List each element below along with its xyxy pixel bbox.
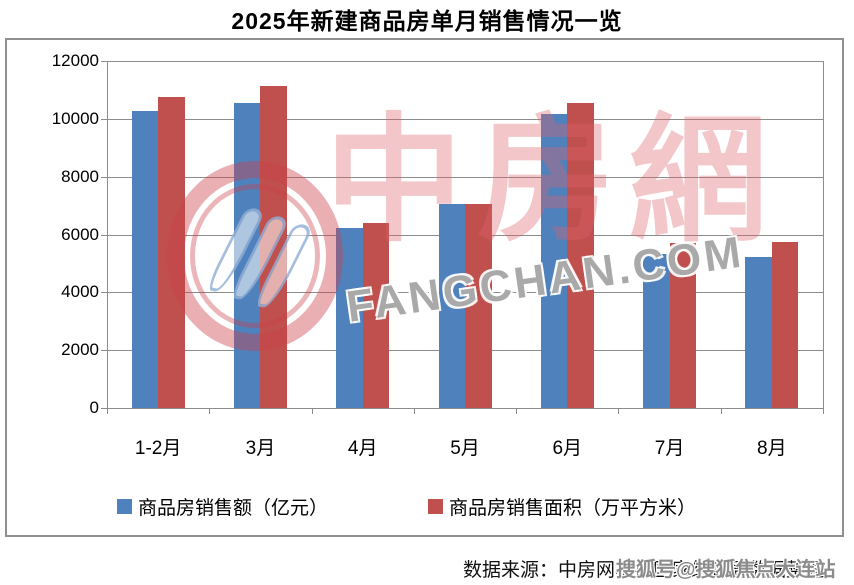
plot-right-border [823,61,824,408]
x-axis-label-5月: 5月 [450,438,480,459]
bar-value-7月 [643,254,670,408]
data-source-text: 数据来源：中房网根据国家统计局数据整理 [463,560,825,581]
x-tick-3 [413,408,415,414]
bar-value-3月 [233,103,261,408]
legend-label-sales-value: 商品房销售额（亿元） [138,498,329,519]
y-tick-2000 [101,350,107,352]
bar-value-5月 [438,203,465,408]
x-tick-0 [107,408,108,414]
x-axis-label-6月: 6月 [552,438,583,459]
x-axis-label-4月: 4月 [347,438,378,459]
bar-area-3月 [260,86,287,408]
legend-item-sales-area: 商品房销售面积（万平方米） [428,493,696,520]
y-tick-0 [101,408,107,409]
y-tick-12000 [101,61,107,62]
gridline-8000 [107,176,823,178]
bar-area-8月 [771,241,799,408]
x-tick-7 [823,408,824,414]
gridline-0 [107,408,823,409]
bar-value-6月 [540,114,568,408]
bar-area-1-2月 [158,97,185,408]
bar-area-6月 [567,103,594,408]
bar-area-5月 [465,204,492,408]
bar-value-8月 [745,256,772,408]
x-axis-label-8月: 8月 [757,438,787,459]
sohu-watermark-text: 搜狐号@搜狐焦点大连站 [616,559,836,581]
y-axis-label-0: 0 [89,398,99,417]
gridline-12000 [107,61,823,62]
x-tick-4 [516,408,518,414]
y-tick-8000 [101,176,107,178]
y-tick-6000 [101,234,107,236]
bar-area-4月 [362,223,390,408]
legend-label-sales-area: 商品房销售面积（万平方米） [449,498,697,519]
legend-swatch-red-icon [428,499,443,514]
y-axis-line [107,61,108,408]
x-tick-1 [209,408,211,414]
x-tick-2 [311,408,313,414]
x-axis-label-1-2月: 1-2月 [134,438,182,459]
chart-title: 2025年新建商品房单月销售情况一览 [231,8,623,34]
bar-value-1-2月 [131,111,159,408]
x-tick-5 [618,408,620,414]
legend-item-sales-value: 商品房销售额（亿元） [117,493,328,520]
y-axis-label-4000: 4000 [61,282,99,302]
y-tick-4000 [101,292,107,294]
gridline-10000 [107,118,823,120]
chart-frame: 0 2000 4000 6000 8000 10000 12000 1-2月 3月 4月 5月 6月 7… [5,38,844,537]
y-axis-label-10000: 10000 [51,108,99,128]
x-tick-6 [720,408,722,414]
bar-value-4月 [336,227,363,408]
y-tick-10000 [101,118,107,120]
y-axis-label-6000: 6000 [61,224,99,244]
y-axis-label-12000: 12000 [51,51,99,70]
x-axis-label-3月: 3月 [245,438,276,459]
x-axis-label-7月: 7月 [654,438,685,459]
legend-swatch-blue-icon [117,499,132,514]
y-axis-label-2000: 2000 [61,340,99,360]
bar-area-7月 [669,242,697,408]
y-axis-label-8000: 8000 [61,166,99,186]
